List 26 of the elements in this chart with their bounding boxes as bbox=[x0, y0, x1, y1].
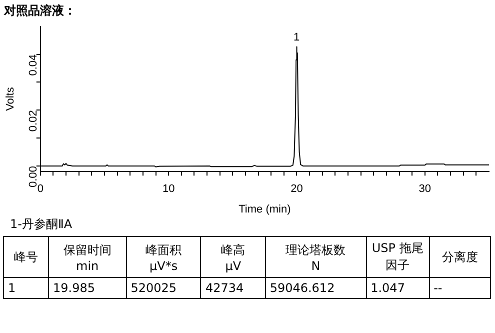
text: 保留时间 min bbox=[48, 236, 126, 278]
text: 峰高 μV bbox=[200, 236, 266, 278]
x-tick-label: 30 bbox=[418, 183, 432, 196]
text: 1 bbox=[4, 278, 48, 298]
x-tick-label: 0 bbox=[37, 183, 44, 196]
y-tick-label: 0.02 bbox=[27, 110, 40, 132]
text: 分离度 bbox=[429, 236, 490, 278]
text: 42734 bbox=[200, 278, 266, 298]
text: USP 拖尾因子 bbox=[366, 236, 430, 278]
x-tick-label: 10 bbox=[162, 183, 175, 196]
text: 峰号 bbox=[4, 236, 48, 278]
text: 1-丹参酮ⅡA bbox=[10, 216, 74, 233]
text: 理论塔板数 N bbox=[265, 236, 366, 278]
y-tick-label: 0.00 bbox=[27, 166, 40, 188]
chart-title: 对照品溶液： bbox=[3, 3, 76, 18]
annotation: 1 bbox=[293, 31, 300, 44]
text: 19.985 bbox=[48, 278, 126, 298]
text: 59046.612 bbox=[265, 278, 366, 298]
x-axis-title: Time (min) bbox=[238, 203, 291, 216]
y-axis-title: Volts bbox=[4, 86, 17, 111]
text: 峰面积 μV*s bbox=[126, 236, 201, 278]
y-tick-label: 0.04 bbox=[27, 54, 40, 76]
x-tick-label: 20 bbox=[290, 183, 303, 196]
text: 520025 bbox=[126, 278, 201, 298]
text: -- bbox=[429, 278, 490, 298]
text: 1.047 bbox=[366, 278, 430, 298]
